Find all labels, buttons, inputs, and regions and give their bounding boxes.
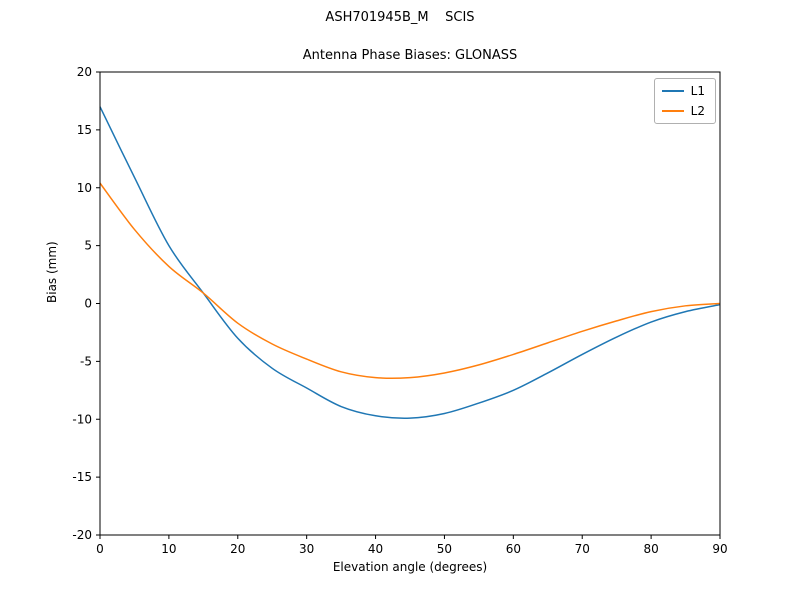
y-tick-label: 0 [84, 297, 92, 311]
y-tick-label: 15 [77, 123, 92, 137]
series-line-l1 [99, 106, 721, 419]
y-tick-label: 20 [77, 65, 92, 79]
x-tick-label: 70 [575, 542, 590, 556]
legend: L1 L2 [653, 78, 716, 124]
series-line-l2 [99, 182, 721, 379]
x-tick-label: 60 [506, 542, 521, 556]
legend-entry-l1: L1 [661, 84, 705, 98]
x-tick-label: 0 [96, 542, 104, 556]
legend-entry-l2: L2 [661, 104, 705, 118]
legend-label: L1 [690, 84, 705, 98]
y-tick-label: -5 [80, 354, 92, 368]
x-tick-label: 90 [712, 542, 727, 556]
y-tick-label: 5 [84, 239, 92, 253]
x-tick-label: 10 [161, 542, 176, 556]
x-tick-label: 30 [299, 542, 314, 556]
legend-label: L2 [690, 104, 705, 118]
x-tick-label: 50 [437, 542, 452, 556]
legend-line-sample [661, 110, 684, 112]
y-tick-label: -10 [72, 412, 92, 426]
y-tick-label: -20 [72, 528, 92, 542]
legend-line-sample [661, 90, 684, 92]
x-tick-label: 20 [230, 542, 245, 556]
y-tick-label: -15 [72, 470, 92, 484]
x-axis-label: Elevation angle (degrees) [332, 560, 488, 574]
figure-title: ASH701945B_M SCIS [325, 10, 475, 25]
axes-frame [99, 71, 721, 536]
x-tick-label: 80 [643, 542, 658, 556]
chart-title: Antenna Phase Biases: GLONASS [302, 48, 518, 63]
y-tick-label: 10 [77, 181, 92, 195]
x-tick-label: 40 [368, 542, 383, 556]
